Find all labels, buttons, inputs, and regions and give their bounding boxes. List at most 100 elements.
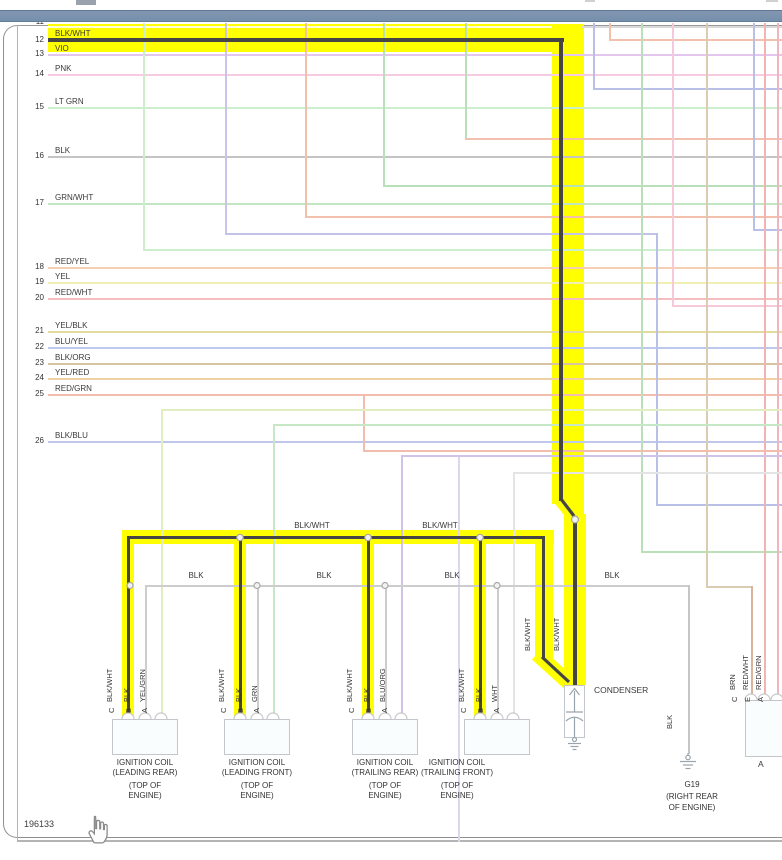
wire-blk-to-g19: [688, 585, 690, 754]
row-wire-label: VIO: [55, 44, 69, 53]
inner-frame-bottom: [17, 840, 782, 842]
connector-pin-label: E: [743, 696, 752, 702]
wire-segment: [305, 23, 307, 216]
row-wire-label: PNK: [55, 64, 72, 73]
connector-partial-label: A: [758, 759, 764, 769]
connector-wire-label: RED/GRN: [754, 655, 763, 690]
wire-row-23-blkorg: [48, 363, 782, 365]
wire-blkwht-lower-vertical[interactable]: [573, 522, 577, 685]
ignition-coil-2-box[interactable]: [224, 719, 290, 755]
wire-blkwht-drop[interactable]: [126, 536, 130, 719]
row-number: 14: [35, 69, 44, 78]
ignition-coil-3-box[interactable]: [352, 719, 418, 755]
row-number: 13: [35, 49, 44, 58]
coil-wire-label: BLK/WHT: [217, 668, 226, 702]
coil-pin-label: C: [219, 707, 228, 713]
wire-segment: [609, 39, 782, 41]
row-number: 25: [35, 389, 44, 398]
wire-segment: [465, 23, 467, 138]
coil-name: (TRAILING FRONT): [421, 768, 493, 777]
bus-blkwht-label: BLK/WHT: [422, 521, 458, 530]
row-number: 23: [35, 358, 44, 367]
wire-row-11: [582, 26, 782, 28]
ignition-coil-4-box[interactable]: [464, 719, 530, 755]
coil-name: ENGINE): [240, 791, 274, 800]
row-wire-label: LT GRN: [55, 97, 84, 106]
row-wire-label: GRN/WHT: [55, 193, 94, 202]
row-number: 19: [35, 277, 44, 286]
connector-pin-label: A: [756, 696, 765, 702]
row-number: 24: [35, 373, 44, 382]
wire-blk-drop: [385, 585, 387, 719]
wire-segment: [225, 23, 227, 233]
wire-segment: [753, 23, 755, 229]
wire-bluorg: [401, 455, 782, 457]
wire-row-19-yel: [48, 282, 782, 284]
coil-pin-label: C: [459, 707, 468, 713]
coil-name: IGNITION COIL: [356, 758, 414, 767]
coil-name: (TOP OF: [368, 781, 402, 790]
wire-segment: [363, 394, 365, 451]
ignition-coil-1-box[interactable]: [112, 719, 178, 755]
row-number: 26: [35, 436, 44, 445]
coil-name: ENGINE): [128, 791, 162, 800]
wire-segment: [225, 233, 657, 235]
highlight-band-vertical-2[interactable]: [570, 24, 584, 521]
wire-blkwht-main-horizontal[interactable]: [48, 38, 564, 42]
coil-name: (TRAILING REAR): [351, 768, 419, 777]
coil-pin-label: C: [347, 707, 356, 713]
wire-redgrn-feed: [777, 23, 779, 700]
connector-wire-label: BRN: [728, 674, 737, 690]
wire-segment: [641, 551, 782, 553]
wire-segment: [609, 23, 611, 39]
coil-pin-label: A: [492, 707, 501, 713]
row-wire-label: BLK/ORG: [55, 353, 91, 362]
bus-blk-label: BLK: [604, 571, 620, 580]
header-bar: [0, 10, 782, 22]
coil-pin-label: A: [380, 707, 389, 713]
row-wire-label: RED/GRN: [55, 384, 92, 393]
inner-frame-left: [17, 25, 18, 841]
wire-row-15-ltgrn: [48, 107, 782, 109]
coil-name: (TOP OF: [240, 781, 274, 790]
wire-blkwht-drop[interactable]: [366, 536, 370, 719]
coil-name: IGNITION COIL: [428, 758, 486, 767]
bus-blk-label: BLK: [188, 571, 204, 580]
wire-segment: [458, 455, 460, 842]
right-connector-box[interactable]: [745, 700, 782, 757]
wire-grn: [273, 424, 275, 719]
condenser-label: CONDENSER: [594, 685, 649, 695]
coil-wire-label: BLK: [122, 687, 131, 702]
condenser-wire-label: BLK/WHT: [523, 617, 532, 651]
wire-blkwht-bus[interactable]: [128, 535, 545, 539]
coil-wire-label: BLK/WHT: [345, 668, 354, 702]
junction-dot: [126, 515, 579, 590]
coil-wire-label: WHT: [490, 684, 499, 702]
wire-blk-bus: [145, 585, 688, 587]
wire-brn-feed: [751, 586, 753, 700]
wire-segment: [143, 23, 145, 249]
row-number: 21: [35, 326, 44, 335]
connector-wire-label: RED/WHT: [741, 655, 750, 690]
coil-name: IGNITION COIL: [228, 758, 286, 767]
wire-row-26-blkblu: [48, 441, 782, 443]
wire-row-20-redwht: [48, 298, 782, 300]
wire-row-18-redyel: [48, 267, 782, 269]
row-wire-label: BLU/YEL: [55, 337, 88, 346]
wire-yelgrn: [161, 409, 163, 719]
wire-segment: [672, 23, 674, 305]
wire-blkwht-main-vertical[interactable]: [559, 40, 563, 501]
wire-blkwht-drop[interactable]: [478, 536, 482, 719]
ground-location: (RIGHT REAR: [666, 792, 718, 801]
wire-blkwht-drop[interactable]: [238, 536, 242, 719]
wire-yelgrn: [161, 409, 782, 411]
wire-blkwht-condenser-drop[interactable]: [541, 536, 545, 659]
wire-grn: [273, 424, 782, 426]
coil-pin-label: B: [364, 707, 373, 713]
ground-name: G19: [684, 780, 700, 789]
wire-segment: [465, 138, 782, 140]
wire-row-22-bluyel: [48, 347, 782, 349]
